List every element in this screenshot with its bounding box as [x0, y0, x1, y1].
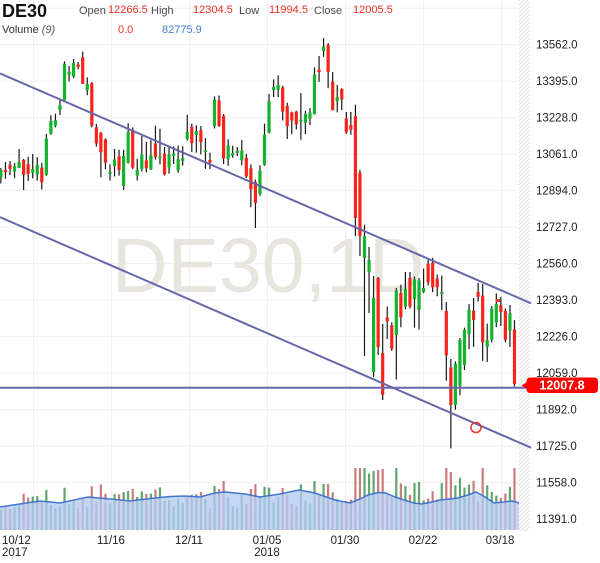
svg-text:11/16: 11/16 [97, 535, 125, 547]
svg-text:Close: Close [314, 5, 342, 17]
svg-text:12894.0: 12894.0 [536, 186, 578, 198]
svg-text:13562.0: 13562.0 [536, 40, 578, 52]
svg-text:12005.5: 12005.5 [353, 4, 393, 16]
svg-text:12560.0: 12560.0 [536, 259, 578, 271]
svg-text:13228.0: 13228.0 [536, 113, 578, 125]
svg-text:DE30: DE30 [2, 1, 47, 21]
svg-text:82775.9: 82775.9 [162, 24, 202, 36]
svg-text:02/22: 02/22 [409, 535, 438, 547]
svg-text:12226.0: 12226.0 [536, 332, 578, 344]
svg-text:12007.8: 12007.8 [539, 379, 584, 393]
svg-text:0.0: 0.0 [118, 24, 133, 36]
svg-text:Low: Low [239, 5, 259, 17]
svg-text:11892.0: 11892.0 [536, 405, 577, 417]
svg-text:DE30,1D: DE30,1D [112, 223, 424, 309]
svg-text:12727.0: 12727.0 [536, 222, 578, 234]
svg-text:12304.5: 12304.5 [193, 4, 233, 16]
svg-text:11558.0: 11558.0 [536, 478, 577, 490]
svg-text:12393.0: 12393.0 [536, 295, 578, 307]
svg-text:Open: Open [79, 5, 106, 17]
svg-text:13061.0: 13061.0 [536, 149, 578, 161]
svg-text:01/30: 01/30 [331, 535, 360, 547]
svg-text:03/18: 03/18 [486, 535, 515, 547]
svg-text:12266.5: 12266.5 [108, 4, 148, 16]
svg-text:Volume (9): Volume (9) [2, 24, 56, 36]
svg-text:12/11: 12/11 [175, 535, 203, 547]
svg-text:2017: 2017 [2, 547, 28, 558]
svg-text:High: High [151, 5, 174, 17]
svg-text:11994.5: 11994.5 [269, 4, 308, 16]
svg-text:11391.0: 11391.0 [536, 514, 577, 526]
svg-text:12059.0: 12059.0 [536, 368, 578, 380]
svg-text:01/05: 01/05 [253, 535, 282, 547]
svg-text:13395.0: 13395.0 [536, 76, 578, 88]
svg-text:10/12: 10/12 [2, 535, 31, 547]
svg-text:11725.0: 11725.0 [536, 441, 577, 453]
svg-text:2018: 2018 [254, 547, 280, 558]
